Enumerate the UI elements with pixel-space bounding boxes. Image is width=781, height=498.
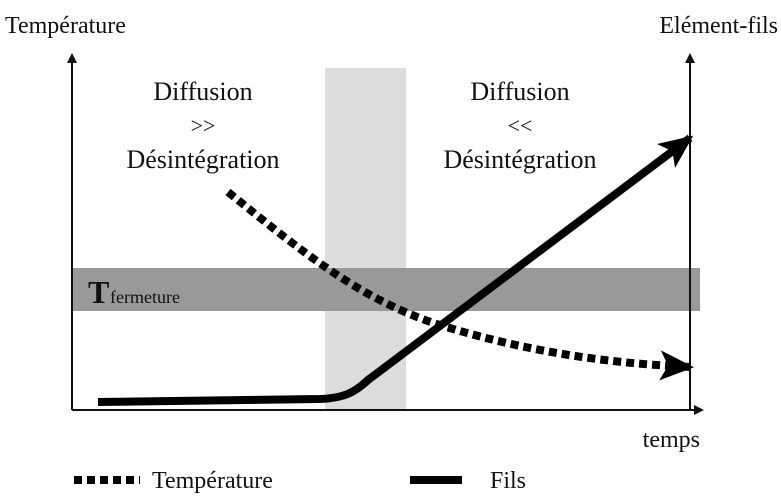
closure-band — [72, 268, 700, 311]
legend-label: Température — [152, 468, 273, 494]
band-symbol: T — [88, 274, 109, 310]
temperature-arrow — [659, 350, 694, 381]
band-subscript: fermeture — [110, 287, 180, 307]
fils-curve — [97, 134, 694, 406]
left-axis-label: Température — [5, 13, 126, 39]
right-axis-label: Elément-fils — [659, 13, 778, 39]
region-text: Diffusion — [153, 77, 252, 106]
region-text: >> — [191, 113, 216, 138]
legend-label: Fils — [490, 468, 526, 494]
region-text: << — [508, 113, 533, 138]
region-text: Diffusion — [470, 77, 569, 106]
region-text: Désintégration — [443, 145, 596, 174]
bottom-axis-label: temps — [643, 427, 700, 453]
region-text: Désintégration — [126, 145, 279, 174]
transition-band — [325, 68, 406, 410]
